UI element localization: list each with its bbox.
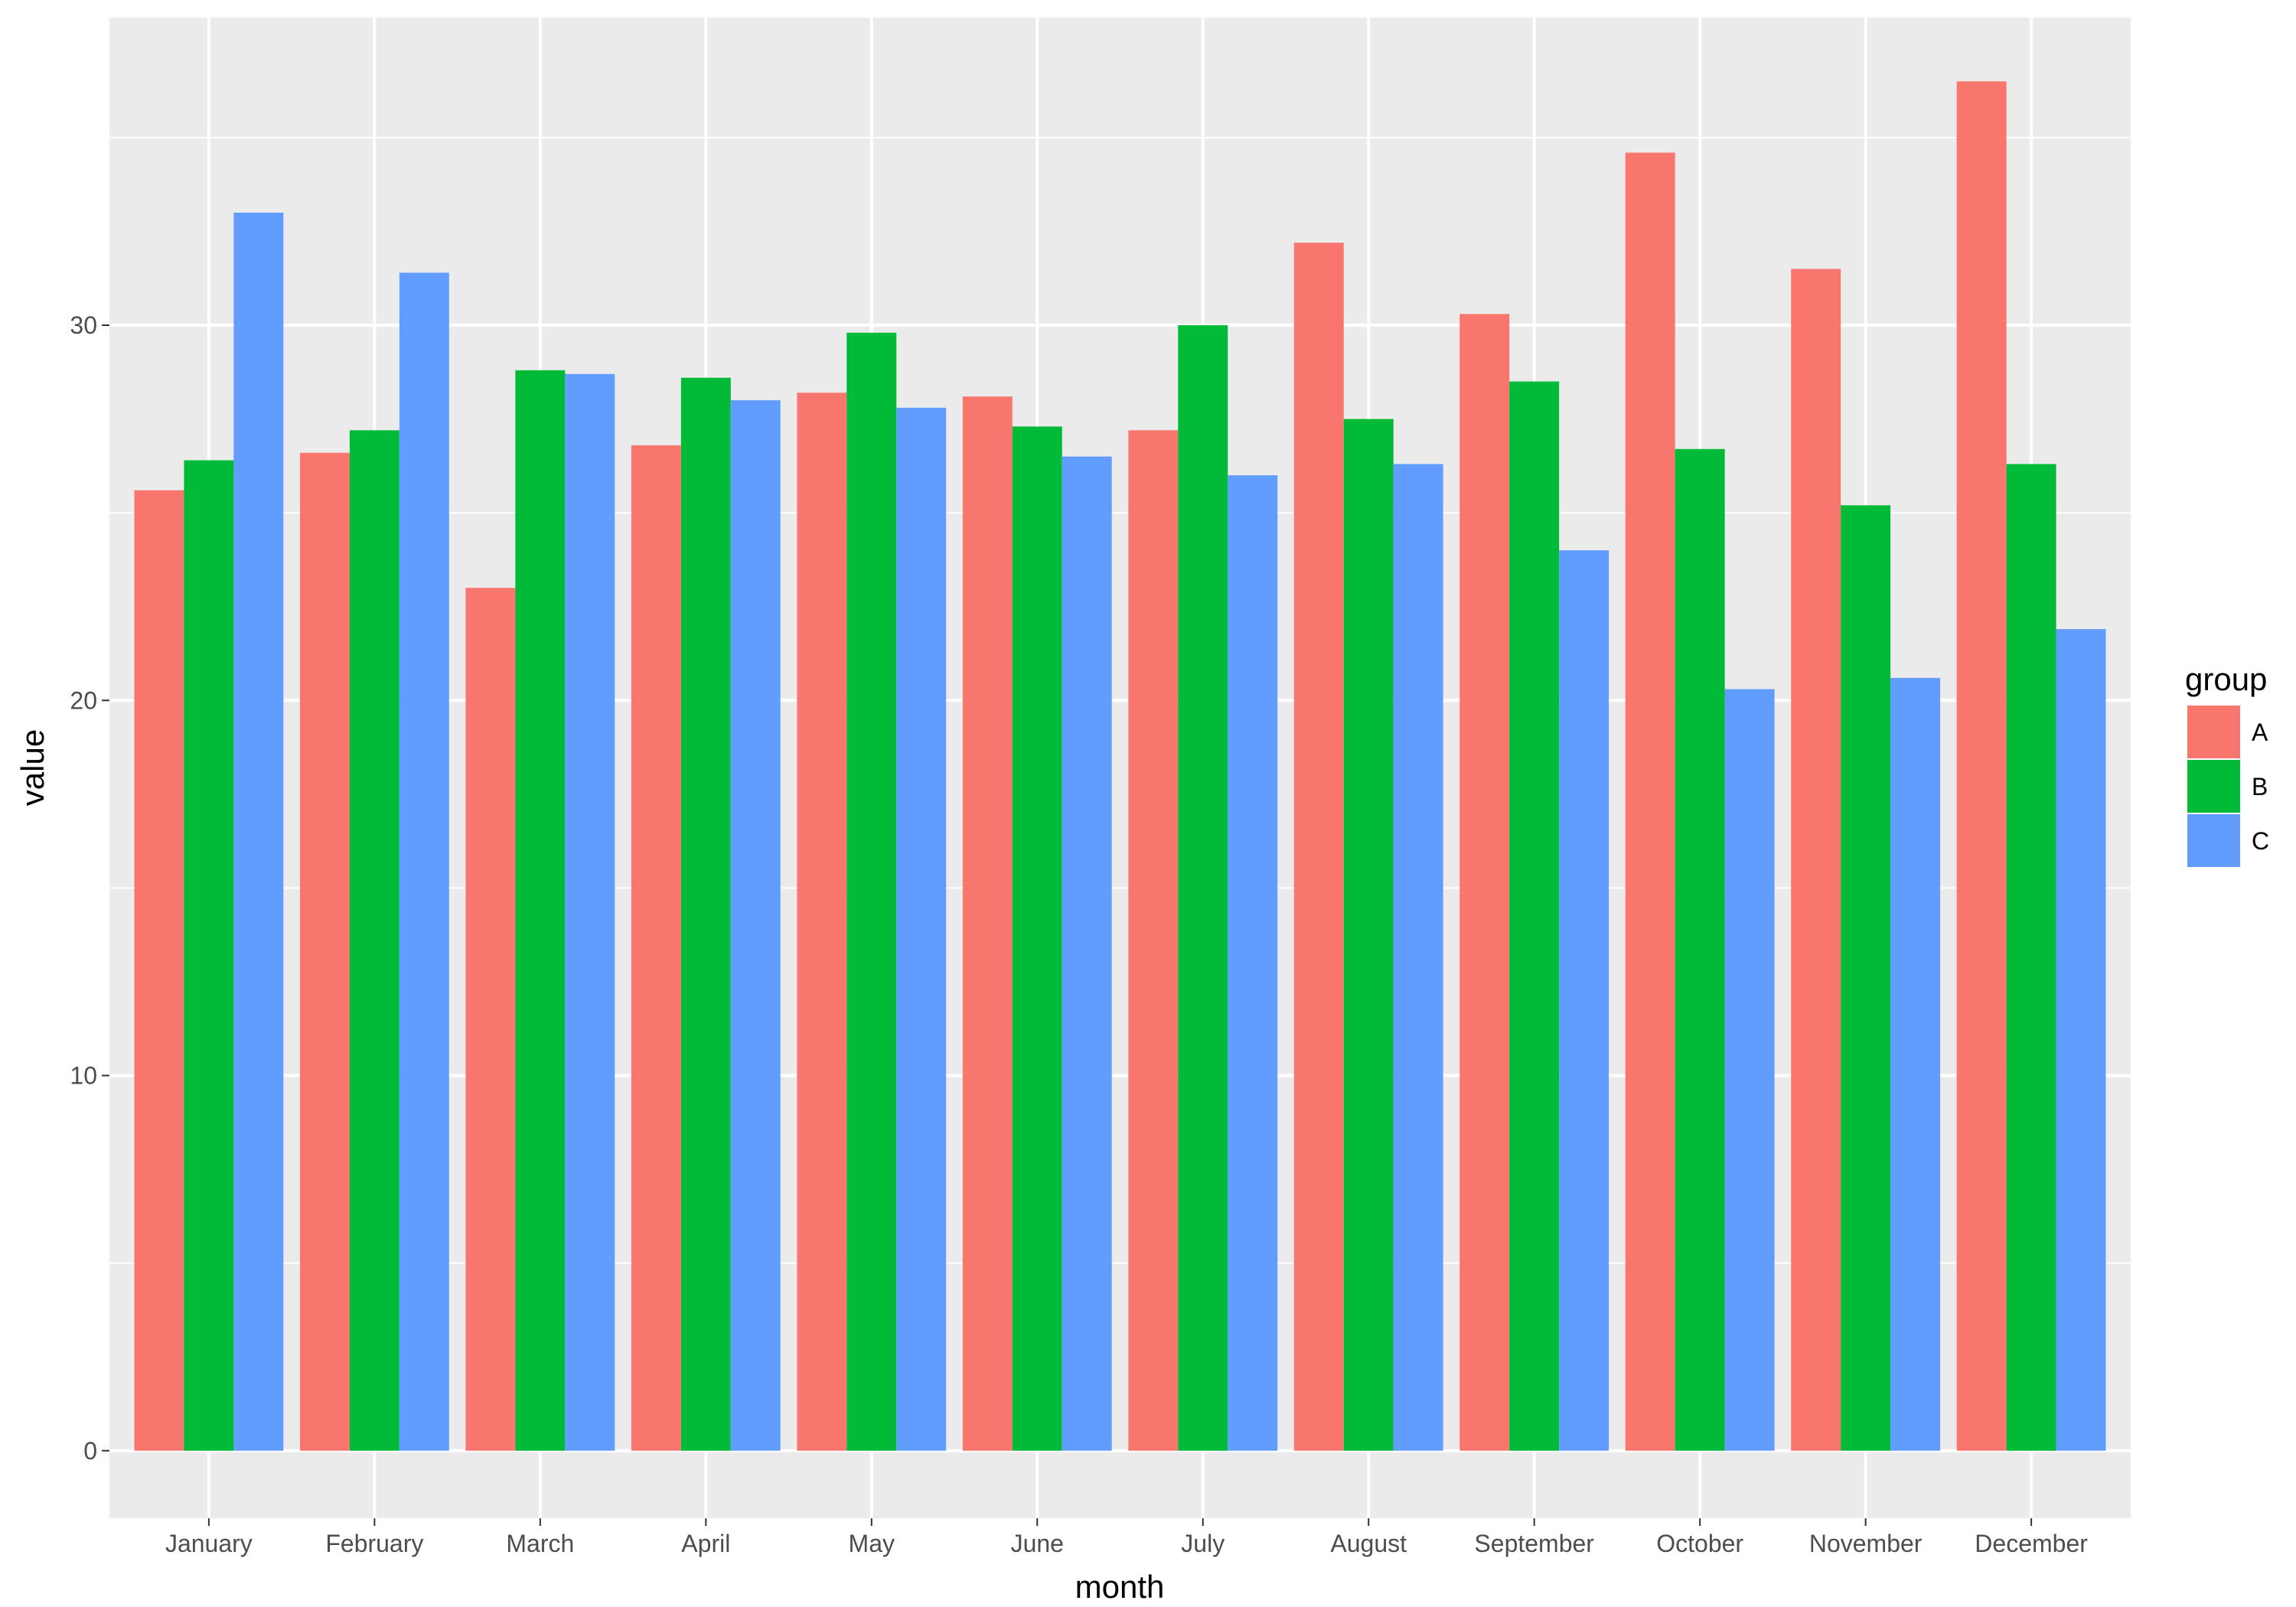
y-tick-label: 30 bbox=[70, 311, 97, 339]
bar-b bbox=[1343, 419, 1394, 1451]
bar-c bbox=[565, 373, 615, 1451]
bar-c bbox=[233, 212, 284, 1451]
bar-a bbox=[1956, 81, 2007, 1451]
x-tick-label: November bbox=[1809, 1530, 1923, 1557]
bar-c bbox=[1393, 464, 1443, 1451]
y-tick-label: 0 bbox=[83, 1437, 97, 1465]
bars bbox=[134, 81, 2106, 1451]
bar-b bbox=[515, 370, 566, 1451]
bar-a bbox=[134, 490, 184, 1451]
legend-label-b: B bbox=[2252, 773, 2268, 800]
y-axis-title: value bbox=[15, 729, 51, 806]
x-tick-label: August bbox=[1330, 1530, 1407, 1557]
bar-c bbox=[1559, 550, 1609, 1451]
bar-b bbox=[184, 460, 234, 1451]
legend-label-c: C bbox=[2252, 827, 2269, 855]
x-tick-label: February bbox=[325, 1530, 423, 1557]
bar-a bbox=[631, 445, 681, 1451]
bar-b bbox=[1178, 325, 1228, 1451]
y-axis: 0 10 20 30 bbox=[70, 311, 109, 1465]
y-tick-label: 10 bbox=[70, 1062, 97, 1090]
bar-a bbox=[1625, 152, 1675, 1451]
bar-b bbox=[2006, 464, 2056, 1451]
bar-c bbox=[1890, 677, 1941, 1451]
x-tick-label: December bbox=[1975, 1530, 2088, 1557]
bar-b bbox=[1675, 448, 1725, 1451]
bar-a bbox=[465, 588, 516, 1451]
bar-a bbox=[299, 452, 350, 1451]
x-tick-label: May bbox=[849, 1530, 895, 1557]
bar-b bbox=[680, 377, 731, 1451]
x-axis: January February March April May June July Augu… bbox=[165, 1518, 2088, 1557]
y-tick-label: 20 bbox=[70, 686, 97, 714]
x-tick-label: January bbox=[165, 1530, 253, 1557]
legend-key-b bbox=[2187, 760, 2240, 813]
bar-a bbox=[797, 393, 847, 1451]
bar-c bbox=[730, 400, 781, 1451]
bar-c bbox=[2056, 629, 2106, 1451]
x-axis-title: month bbox=[1075, 1569, 1165, 1605]
x-tick-label: March bbox=[506, 1530, 574, 1557]
bar-a bbox=[1459, 314, 1510, 1451]
bar-b bbox=[846, 332, 897, 1451]
bar-b bbox=[1012, 426, 1062, 1451]
legend-title: group bbox=[2185, 661, 2267, 697]
legend-label-a: A bbox=[2252, 719, 2268, 746]
bar-a bbox=[1128, 430, 1179, 1451]
bar-c bbox=[1062, 456, 1112, 1451]
x-tick-label: October bbox=[1656, 1530, 1743, 1557]
bar-b bbox=[1841, 505, 1891, 1451]
x-tick-label: September bbox=[1474, 1530, 1594, 1557]
bar-c bbox=[1228, 475, 1278, 1451]
bar-b bbox=[1509, 381, 1560, 1451]
bar-c bbox=[1724, 689, 1775, 1451]
x-tick-label: June bbox=[1011, 1530, 1064, 1557]
legend-key-a bbox=[2187, 706, 2240, 758]
legend: group ABC bbox=[2185, 661, 2269, 867]
bar-b bbox=[349, 430, 400, 1451]
bar-a bbox=[1293, 243, 1344, 1451]
bar-a bbox=[962, 396, 1013, 1451]
legend-key-c bbox=[2187, 814, 2240, 867]
bar-a bbox=[1791, 269, 1841, 1451]
x-tick-label: July bbox=[1181, 1530, 1225, 1557]
x-tick-label: April bbox=[681, 1530, 730, 1557]
bar-c bbox=[399, 272, 449, 1451]
bar-c bbox=[896, 407, 947, 1451]
